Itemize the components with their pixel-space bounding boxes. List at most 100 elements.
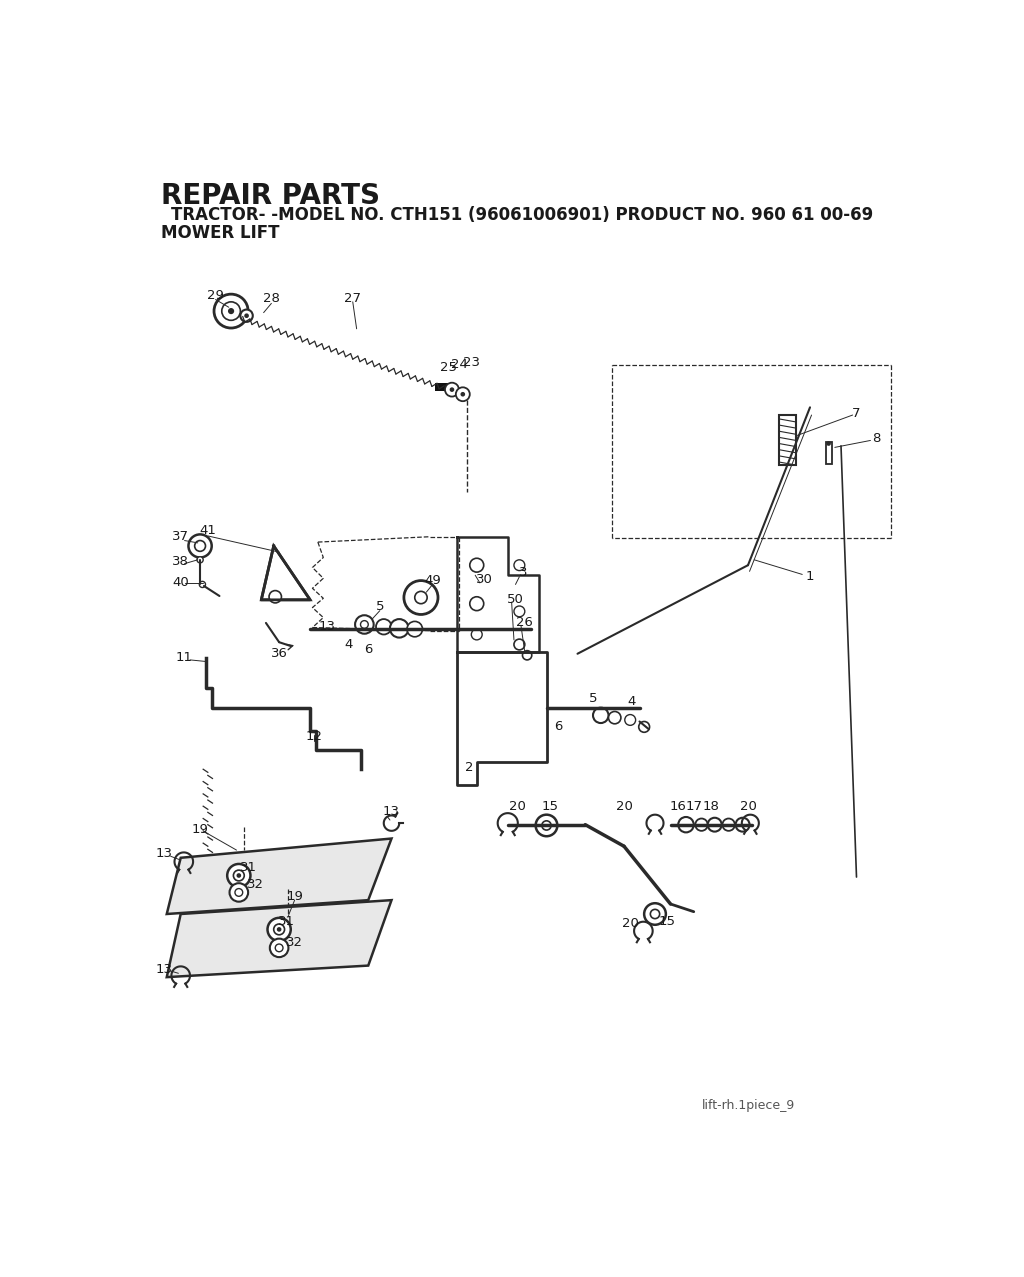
Circle shape — [228, 308, 234, 314]
Text: 27: 27 — [344, 291, 361, 304]
Text: 41: 41 — [200, 524, 216, 538]
Text: 13: 13 — [383, 805, 400, 819]
Circle shape — [593, 707, 608, 723]
Text: lift-rh.1piece_9: lift-rh.1piece_9 — [701, 1099, 795, 1112]
Text: 19: 19 — [286, 890, 303, 903]
Text: 20: 20 — [615, 799, 633, 812]
Text: TRACTOR- -MODEL NO. CTH151 (96061006901) PRODUCT NO. 960 61 00-69: TRACTOR- -MODEL NO. CTH151 (96061006901)… — [171, 206, 872, 223]
Circle shape — [245, 313, 249, 318]
Circle shape — [522, 651, 531, 660]
Circle shape — [708, 817, 722, 831]
Text: 20: 20 — [509, 799, 525, 812]
Text: 31: 31 — [240, 861, 257, 873]
Circle shape — [415, 591, 427, 604]
Polygon shape — [167, 900, 391, 977]
Text: 17: 17 — [685, 799, 702, 812]
Text: 36: 36 — [270, 647, 288, 660]
Text: 24: 24 — [452, 359, 468, 372]
Text: 6: 6 — [365, 644, 373, 656]
Text: 16: 16 — [670, 799, 687, 812]
Circle shape — [269, 590, 282, 603]
Text: MOWER LIFT: MOWER LIFT — [161, 223, 280, 243]
Text: 3: 3 — [519, 567, 527, 580]
Circle shape — [403, 581, 438, 614]
Text: REPAIR PARTS: REPAIR PARTS — [161, 183, 380, 211]
Text: 7: 7 — [852, 407, 861, 420]
Circle shape — [639, 722, 649, 732]
Text: 23: 23 — [463, 356, 480, 369]
Circle shape — [608, 711, 621, 724]
Circle shape — [234, 889, 243, 896]
Circle shape — [360, 621, 369, 628]
Text: 4: 4 — [628, 695, 636, 707]
Circle shape — [461, 392, 465, 397]
Text: 49: 49 — [424, 575, 441, 587]
Circle shape — [227, 865, 251, 888]
Text: 38: 38 — [172, 554, 189, 568]
Circle shape — [273, 925, 285, 935]
Text: 32: 32 — [248, 879, 264, 891]
Text: 20: 20 — [622, 917, 639, 930]
Circle shape — [241, 309, 253, 322]
Circle shape — [233, 870, 245, 881]
Circle shape — [237, 873, 241, 877]
Circle shape — [625, 715, 636, 725]
Text: 28: 28 — [263, 291, 280, 304]
Text: 26: 26 — [516, 617, 534, 630]
Circle shape — [445, 383, 459, 397]
Text: 15: 15 — [658, 916, 675, 928]
Circle shape — [355, 616, 374, 633]
Text: 40: 40 — [172, 576, 189, 589]
Circle shape — [276, 927, 282, 932]
Text: 13: 13 — [156, 963, 173, 976]
Circle shape — [270, 939, 289, 958]
Text: 15: 15 — [542, 799, 559, 812]
Bar — [825, 442, 831, 464]
Text: 30: 30 — [476, 572, 493, 586]
Text: 4: 4 — [345, 638, 353, 651]
Circle shape — [275, 944, 283, 951]
Circle shape — [678, 817, 693, 833]
Circle shape — [229, 884, 248, 902]
Circle shape — [650, 909, 659, 918]
Circle shape — [514, 638, 524, 650]
Text: 13: 13 — [156, 848, 173, 861]
Circle shape — [536, 815, 557, 836]
Circle shape — [644, 903, 666, 925]
Text: 19: 19 — [191, 822, 209, 836]
Text: 18: 18 — [702, 799, 719, 812]
Circle shape — [200, 581, 206, 587]
Circle shape — [267, 918, 291, 941]
Circle shape — [695, 819, 708, 831]
Text: 20: 20 — [739, 799, 757, 812]
Bar — [435, 383, 449, 391]
Text: 32: 32 — [286, 936, 303, 949]
Circle shape — [542, 821, 551, 830]
Bar — [779, 415, 796, 465]
Circle shape — [514, 559, 524, 571]
Circle shape — [514, 607, 524, 617]
Text: 12: 12 — [305, 729, 323, 743]
Text: 37: 37 — [172, 530, 189, 543]
Circle shape — [826, 442, 830, 446]
Circle shape — [407, 622, 423, 637]
Circle shape — [735, 817, 750, 831]
Circle shape — [471, 630, 482, 640]
Text: 8: 8 — [871, 432, 880, 444]
Circle shape — [470, 558, 483, 572]
Text: 5: 5 — [376, 599, 384, 613]
Circle shape — [450, 387, 455, 392]
Text: 6: 6 — [554, 720, 562, 733]
Text: 2: 2 — [465, 761, 473, 774]
Text: 5: 5 — [589, 692, 597, 705]
Circle shape — [197, 557, 203, 563]
Circle shape — [722, 819, 735, 831]
Circle shape — [470, 596, 483, 610]
Circle shape — [390, 619, 409, 637]
Circle shape — [214, 294, 248, 328]
Text: 29: 29 — [207, 289, 224, 303]
Text: 1: 1 — [806, 571, 814, 584]
Circle shape — [222, 301, 241, 321]
Text: 13: 13 — [318, 621, 336, 633]
Circle shape — [456, 387, 470, 401]
